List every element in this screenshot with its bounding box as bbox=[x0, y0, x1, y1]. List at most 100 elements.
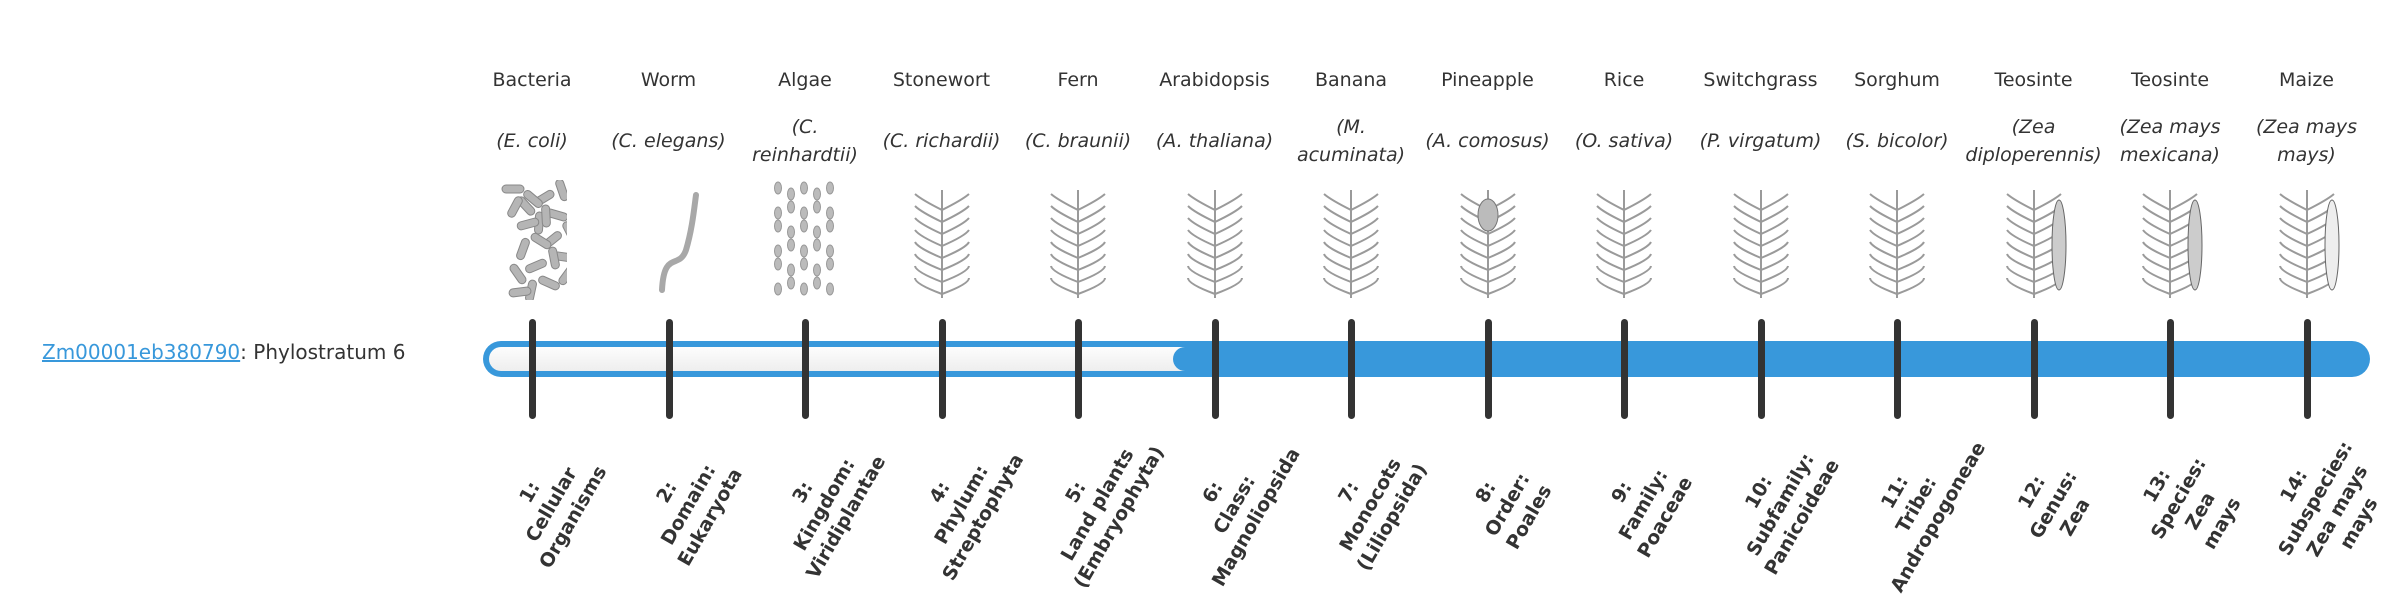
organism-column: Banana (M. acuminata) bbox=[1283, 66, 1419, 300]
scientific-name-text: (C. reinhardtii) bbox=[752, 116, 858, 166]
scientific-name-text: (P. virgatum) bbox=[1699, 130, 1822, 152]
organism-scientific-name: (C. reinhardtii) bbox=[737, 110, 873, 172]
organism-column: Pineapple (A. comosus) bbox=[1420, 66, 1556, 300]
organism-scientific-name: (C. braunii) bbox=[1010, 110, 1146, 172]
phylostratum-text: : Phylostratum 6 bbox=[240, 340, 406, 364]
organism-column: Algae (C. reinhardtii) bbox=[737, 66, 873, 300]
organism-column: Stonewort (C. richardii) bbox=[874, 66, 1010, 300]
phylostratum-bar bbox=[483, 341, 2370, 377]
scientific-name-text: (Zea diploperennis) bbox=[1965, 116, 2102, 166]
teosinte-icon bbox=[2142, 190, 2203, 298]
sorghum-icon bbox=[1869, 190, 1925, 298]
stratum-label: 11: Tribe: Andropogoneae bbox=[1842, 413, 1992, 598]
rice-icon bbox=[1596, 190, 1652, 298]
organism-name: Arabidopsis bbox=[1159, 69, 1270, 91]
worm-icon bbox=[658, 192, 699, 293]
organism-scientific-name: (S. bicolor) bbox=[1829, 110, 1965, 172]
organism-scientific-name: (C. richardii) bbox=[874, 110, 1010, 172]
stratum-label: 7: Monocots (Liliopsida) bbox=[1296, 413, 1446, 598]
fern-icon bbox=[1050, 190, 1106, 298]
gene-id-link[interactable]: Zm00001eb380790 bbox=[42, 340, 241, 364]
stratum-tick bbox=[1894, 319, 1901, 419]
stratum-tick bbox=[938, 319, 946, 419]
organism-scientific-name: (E. coli) bbox=[464, 110, 600, 172]
scientific-name-text: (C. elegans) bbox=[611, 130, 726, 152]
pineapple-icon bbox=[1459, 190, 1516, 298]
organism-name: Sorghum bbox=[1854, 69, 1940, 91]
scientific-name-text: (O. sativa) bbox=[1574, 130, 1674, 152]
organism-name: Fern bbox=[1057, 69, 1099, 91]
teosinte-icon bbox=[2005, 190, 2066, 298]
stratum-tick bbox=[529, 319, 536, 419]
organism-column: Bacteria (E. coli) bbox=[464, 66, 600, 300]
scientific-name-text: (A. thaliana) bbox=[1155, 130, 1274, 152]
organism-name: Algae bbox=[778, 69, 832, 91]
scientific-name-text: (S. bicolor) bbox=[1845, 130, 1949, 152]
organism-scientific-name: (O. sativa) bbox=[1556, 110, 1692, 172]
gene-label: Zm00001eb380790: Phylostratum 6 bbox=[42, 340, 405, 364]
stratum-tick bbox=[1621, 319, 1628, 419]
stratum-label: 2: Domain: Eukaryota bbox=[614, 413, 764, 598]
scientific-name-text: (C. richardii) bbox=[882, 130, 1001, 152]
organism-name: Bacteria bbox=[492, 69, 572, 91]
stratum-tick bbox=[2030, 319, 2038, 419]
scientific-name-text: (C. braunii) bbox=[1024, 130, 1132, 152]
organism-column: Maize (Zea mays mays) bbox=[2239, 66, 2375, 300]
banana-icon bbox=[1323, 190, 1379, 298]
organism-column: Teosinte (Zea mays mexicana) bbox=[2102, 66, 2238, 300]
scientific-name-text: (E. coli) bbox=[496, 130, 568, 152]
stratum-label: 1: Cellular Organisms bbox=[477, 413, 627, 598]
organism-name: Stonewort bbox=[892, 69, 991, 91]
organism-name: Banana bbox=[1314, 69, 1388, 91]
organism-scientific-name: (A. comosus) bbox=[1420, 110, 1556, 172]
organism-scientific-name: (M. acuminata) bbox=[1283, 110, 1419, 172]
stratum-label: 4: Phylum: Streptophyta bbox=[887, 413, 1037, 598]
organism-column: Rice (O. sativa) bbox=[1556, 66, 1692, 300]
organism-scientific-name: (P. virgatum) bbox=[1693, 110, 1829, 172]
organism-column: Sorghum (S. bicolor) bbox=[1829, 66, 1965, 300]
stratum-tick bbox=[802, 319, 809, 419]
organism-scientific-name: (Zea mays mexicana) bbox=[2102, 110, 2238, 172]
stratum-label: 9: Family: Poaceae bbox=[1569, 413, 1719, 598]
scientific-name-text: (Zea mays mays) bbox=[2255, 116, 2358, 166]
stratum-tick bbox=[2167, 319, 2174, 419]
organism-name: Maize bbox=[2279, 69, 2334, 91]
organism-name: Teosinte bbox=[2130, 69, 2210, 91]
stratum-tick bbox=[1484, 319, 1492, 419]
organism-scientific-name: (Zea diploperennis) bbox=[1965, 110, 2102, 172]
organism-name: Teosinte bbox=[1994, 69, 2073, 91]
maize-icon bbox=[2278, 190, 2339, 298]
scientific-name-text: (M. acuminata) bbox=[1296, 116, 1406, 166]
scientific-name-text: (Zea mays mexicana) bbox=[2119, 116, 2221, 166]
organism-scientific-name: (A. thaliana) bbox=[1147, 110, 1283, 172]
stratum-label: 8: Order: Poales bbox=[1433, 413, 1583, 598]
organism-scientific-name: (C. elegans) bbox=[601, 110, 737, 172]
organism-column: Fern (C. braunii) bbox=[1010, 66, 1146, 300]
arabidopsis-icon bbox=[1186, 190, 1243, 298]
bacteria-icon bbox=[501, 180, 567, 300]
organism-column: Worm (C. elegans) bbox=[601, 66, 737, 300]
organism-name: Rice bbox=[1603, 69, 1645, 91]
stratum-tick bbox=[1211, 319, 1219, 419]
stratum-label: 12: Genus: Zea bbox=[1979, 413, 2129, 598]
bar-empty-segment bbox=[489, 347, 1196, 371]
organism-column: Arabidopsis (A. thaliana) bbox=[1147, 66, 1283, 300]
organism-name: Worm bbox=[640, 69, 697, 91]
switchgrass-icon bbox=[1732, 190, 1789, 298]
stratum-tick bbox=[1757, 319, 1765, 419]
organism-column: Switchgrass (P. virgatum) bbox=[1693, 66, 1829, 300]
organism-name: Pineapple bbox=[1441, 69, 1534, 91]
stratum-tick bbox=[2303, 319, 2311, 419]
stratum-label: 13: Species: Zea mays bbox=[2104, 406, 2276, 603]
stonewort-icon bbox=[913, 190, 970, 298]
stratum-label: 10: Subfamily: Panicoideae bbox=[1706, 413, 1856, 598]
organism-name: Switchgrass bbox=[1703, 69, 1818, 91]
stratum-label: 5: Land plants (Embryophyta) bbox=[1023, 413, 1173, 598]
stratum-tick bbox=[1075, 319, 1082, 419]
organism-scientific-name: (Zea mays mays) bbox=[2239, 110, 2375, 172]
stratum-label: 6: Class: Magnoliopsida bbox=[1160, 413, 1310, 598]
stratum-tick bbox=[1348, 319, 1355, 419]
stratum-tick bbox=[665, 319, 673, 419]
algae-icon bbox=[774, 181, 834, 296]
stratum-label: 14: Subspecies: Zea mays mays bbox=[2241, 406, 2400, 603]
